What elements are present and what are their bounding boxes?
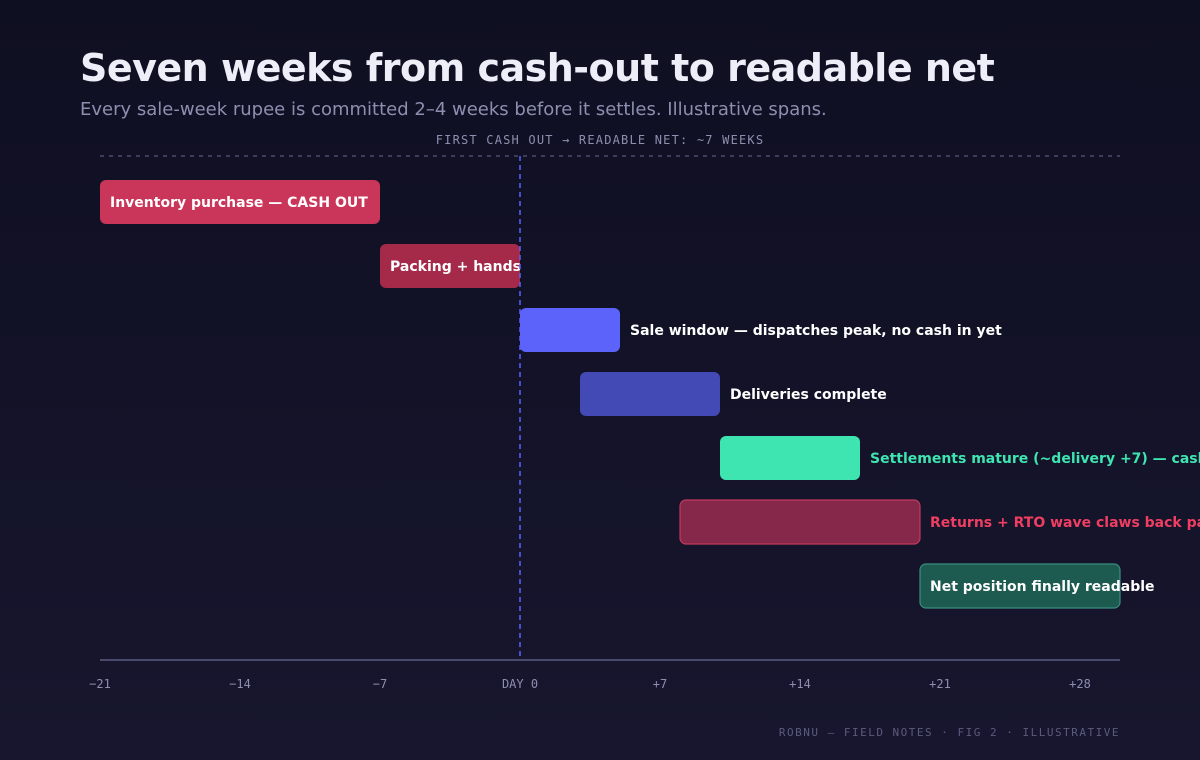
task-bar [520,308,620,352]
task-label: Inventory purchase — CASH OUT [110,195,368,211]
x-tick-label: +7 [653,677,667,691]
task-bar [380,244,520,288]
task-label: Packing + hands [390,259,521,275]
footer-credit: ROBNU — FIELD NOTES · FIG 2 · ILLUSTRATI… [778,726,1120,739]
chart-title: Seven weeks from cash-out to readable ne… [80,46,995,90]
task-label: Sale window — dispatches peak, no cash i… [630,323,1002,339]
task-label: Settlements mature (~delivery +7) — cash… [870,451,1200,467]
x-tick-label: +14 [789,677,811,691]
x-tick-label: +21 [929,677,951,691]
x-tick-label: +28 [1069,677,1091,691]
task-bar [919,563,1121,609]
task-label: Net position finally readable [930,579,1155,595]
task-bar [720,436,860,480]
task-bar [100,180,380,224]
chart-subtitle: Every sale-week rupee is committed 2–4 w… [80,99,827,120]
x-tick-label: −21 [89,677,111,691]
task-bar [679,499,921,545]
x-tick-label: DAY 0 [502,677,538,691]
task-bar [580,372,720,416]
span-label: FIRST CASH OUT → READABLE NET: ~7 WEEKS [436,133,765,147]
x-tick-label: −14 [229,677,251,691]
x-tick-label: −7 [373,677,387,691]
task-label: Returns + RTO wave claws back payouts [930,515,1200,531]
task-label: Deliveries complete [730,387,887,403]
